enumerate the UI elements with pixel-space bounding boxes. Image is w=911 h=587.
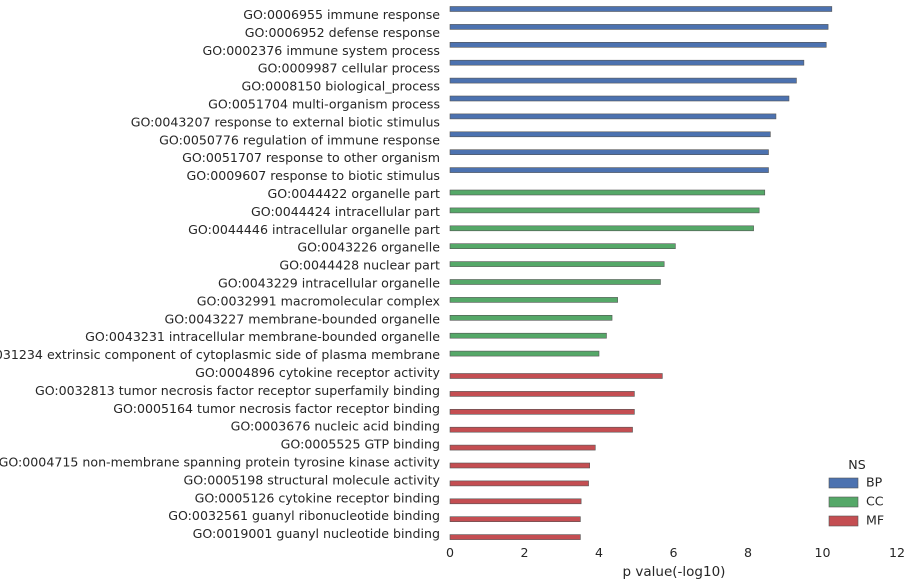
legend: NS BP CC MF: [828, 457, 884, 528]
x-tick-label: 10: [814, 545, 830, 560]
category-label: GO:0044428 nuclear part: [279, 258, 440, 273]
category-label: GO:0043207 response to external biotic s…: [131, 114, 440, 129]
category-label: GO:0003676 nucleic acid binding: [231, 419, 440, 434]
category-label: GO:0004896 cytokine receptor activity: [195, 365, 440, 380]
bar-mf: [449, 373, 663, 379]
category-labels: GO:0006955 immune response GO:0006952 def…: [0, 7, 441, 541]
x-axis-title: p value(-log10): [623, 564, 726, 580]
category-label: GO:0043229 intracellular organelle: [218, 276, 440, 291]
x-tick-label: 2: [520, 545, 528, 560]
category-label: GO:0051704 multi-organism process: [208, 97, 440, 112]
category-label: GO:0004715 non-membrane spanning protein…: [0, 455, 441, 470]
category-label: GO:0032813 tumor necrosis factor recepto…: [35, 383, 440, 398]
category-label: GO:0009987 cellular process: [258, 61, 440, 76]
legend-swatch-mf: [828, 515, 859, 527]
bar-bp: [449, 41, 827, 48]
bar-cc: [449, 279, 661, 285]
bar-bp: [449, 131, 771, 138]
bar-mf: [449, 391, 635, 397]
bar-bp: [449, 77, 797, 84]
category-label: GO:0044422 organelle part: [268, 186, 441, 201]
legend-swatch-cc: [828, 496, 859, 508]
bar-cc: [449, 189, 766, 196]
category-label: GO:0044446 intracellular organelle part: [188, 222, 440, 237]
category-label: GO:0032991 macromolecular complex: [197, 293, 441, 308]
category-label: GO:0051707 response to other organism: [182, 150, 440, 165]
bar-bp: [449, 6, 833, 12]
legend-label-mf: MF: [866, 513, 884, 528]
x-tick-label: 8: [744, 545, 752, 560]
bar-cc: [449, 261, 665, 267]
category-label: GO:0043231 intracellular membrane-bounde…: [85, 329, 440, 344]
bar-mf: [449, 462, 590, 469]
category-label: GO:0005164 tumor necrosis factor recepto…: [113, 401, 440, 416]
bar-mf: [449, 426, 633, 433]
x-tick-label: 4: [595, 545, 603, 560]
category-label: GO:0002376 immune system process: [203, 43, 440, 58]
bar-mf: [449, 498, 582, 505]
plot-area: [449, 6, 833, 540]
bar-bp: [449, 95, 790, 102]
bar-mf: [449, 408, 635, 415]
legend-label-cc: CC: [866, 494, 884, 509]
bar-cc: [449, 297, 618, 303]
category-label: GO:0005198 structural molecule activity: [184, 472, 441, 487]
bar-cc: [449, 350, 600, 357]
bar-cc: [449, 332, 607, 339]
legend-swatch-bp: [828, 477, 859, 489]
bar-mf: [449, 516, 581, 523]
bar-mf: [449, 444, 596, 451]
category-label: GO:0006952 defense response: [245, 25, 440, 40]
category-label: GO:0044424 intracellular part: [251, 204, 440, 219]
bar-cc: [449, 243, 676, 249]
bar-cc: [449, 314, 613, 321]
category-label: GO:0043226 organelle: [297, 240, 440, 255]
category-label: GO:0009607 response to biotic stimulus: [187, 168, 441, 183]
category-label: GO:0006955 immune response: [243, 7, 440, 22]
bar-bp: [449, 24, 829, 30]
bar-cc: [449, 207, 760, 214]
x-axis-ticks: 0 2 4 6 8 10 12: [446, 545, 905, 560]
legend-title: NS: [848, 457, 865, 472]
category-label: GO:0031234 extrinsic component of cytopl…: [0, 347, 440, 362]
bar-bp: [449, 59, 805, 66]
category-label: GO:0032561 guanyl ribonucleotide binding: [168, 508, 440, 523]
bar-bp: [449, 149, 769, 155]
category-label: GO:0005525 GTP binding: [281, 437, 440, 452]
category-label: GO:0050776 regulation of immune response: [159, 132, 440, 147]
x-tick-label: 0: [446, 545, 454, 560]
bar-mf: [449, 534, 581, 540]
category-label: GO:0019001 guanyl nucleotide binding: [193, 526, 440, 541]
category-label: GO:0008150 biological_process: [241, 79, 440, 94]
bar-mf: [449, 480, 589, 487]
legend-label-bp: BP: [866, 475, 883, 490]
x-tick-label: 6: [669, 545, 677, 560]
category-label: GO:0005126 cytokine receptor binding: [195, 490, 440, 505]
category-label: GO:0043227 membrane-bounded organelle: [165, 311, 441, 326]
bar-bp: [449, 113, 777, 120]
bar-cc: [449, 225, 754, 232]
bar-bp: [449, 167, 769, 173]
x-tick-label: 12: [889, 545, 905, 560]
